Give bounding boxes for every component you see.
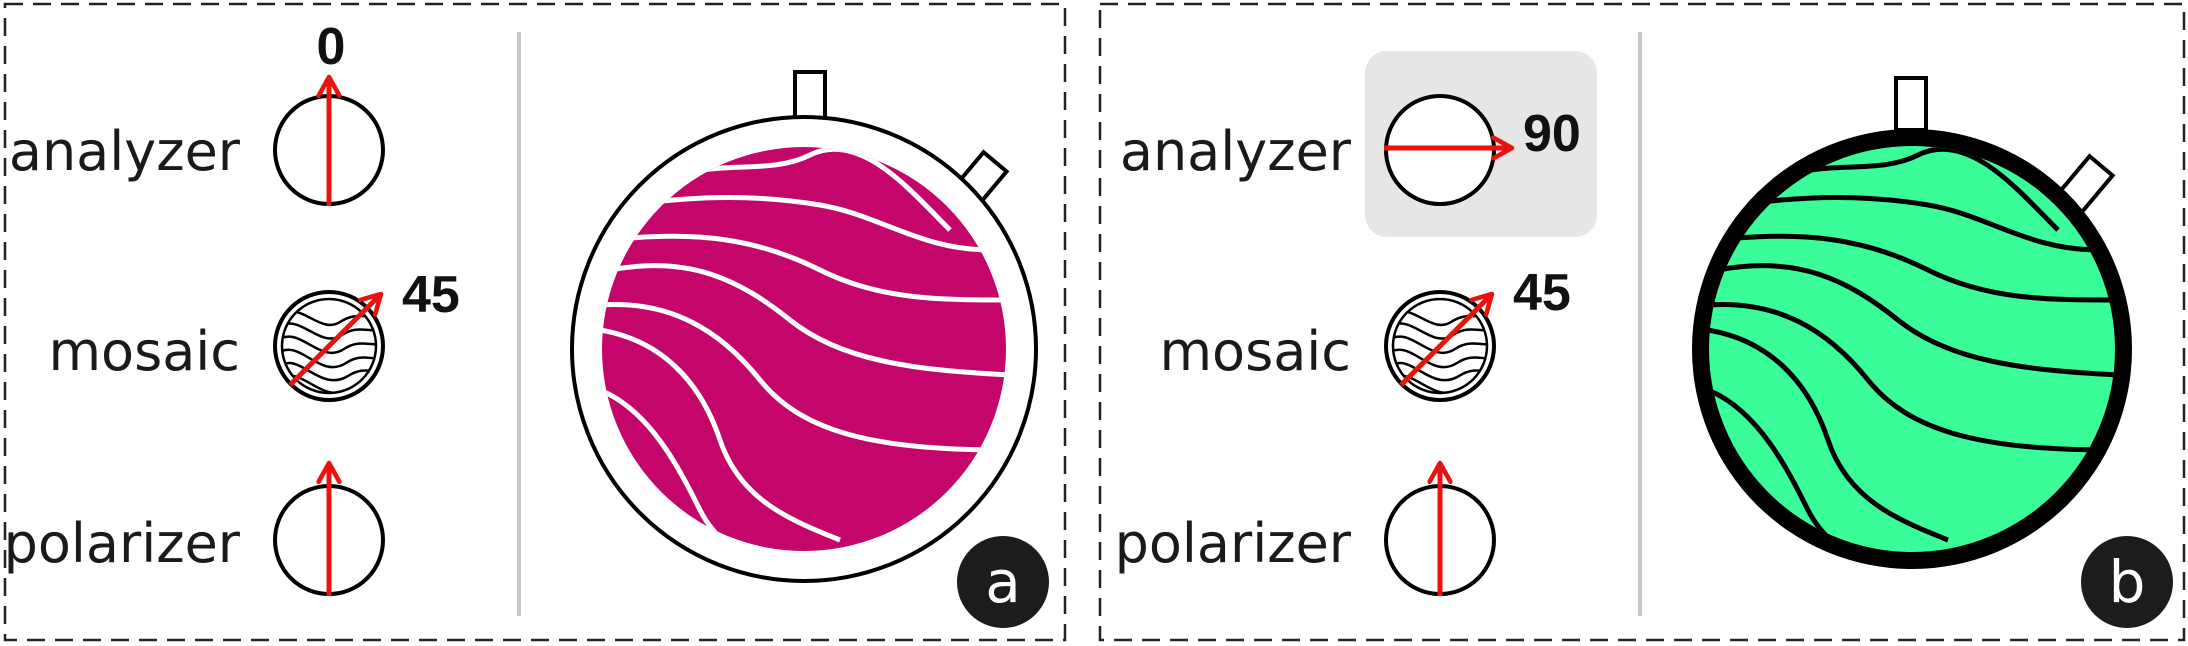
panel-b-mosaic-arrow bbox=[1399, 294, 1492, 387]
panel-b-mosaic-label: mosaic bbox=[1159, 320, 1351, 383]
panel-b-badge bbox=[2081, 536, 2173, 628]
panel-a-mosaic-arrow bbox=[288, 294, 381, 387]
panel-a-analyzer-label: analyzer bbox=[9, 120, 241, 183]
panel-a-sample bbox=[570, 70, 1038, 583]
panel-b-polarizer-label: polarizer bbox=[1115, 512, 1352, 575]
panel-b-sample bbox=[1692, 76, 2132, 569]
panel-a-mosaic-angle: 45 bbox=[402, 266, 460, 324]
panel-b: analyzer 90 mosaic 45 polarizer bbox=[1098, 2, 2186, 642]
panel-a-badge bbox=[957, 536, 1049, 628]
panel-b-mosaic-disc bbox=[1709, 146, 2115, 552]
panel-a-mosaic-disc bbox=[602, 147, 1006, 551]
panel-a-frame bbox=[3, 2, 1067, 642]
panel-b-analyzer-angle: 90 bbox=[1523, 105, 1581, 163]
panel-a-polarizer-label: polarizer bbox=[4, 512, 241, 575]
panel-a: analyzer 0 mosaic 45 polarizer bbox=[3, 2, 1067, 642]
panel-b-frame bbox=[1098, 2, 2186, 642]
panel-b-mosaic-angle: 45 bbox=[1513, 264, 1571, 322]
panel-b-badge-text: b bbox=[2109, 548, 2146, 616]
panel-b-analyzer-label: analyzer bbox=[1120, 120, 1352, 183]
panel-a-badge-text: a bbox=[985, 548, 1021, 616]
panel-a-mosaic-label: mosaic bbox=[48, 320, 240, 383]
panel-a-analyzer-angle: 0 bbox=[317, 18, 346, 76]
